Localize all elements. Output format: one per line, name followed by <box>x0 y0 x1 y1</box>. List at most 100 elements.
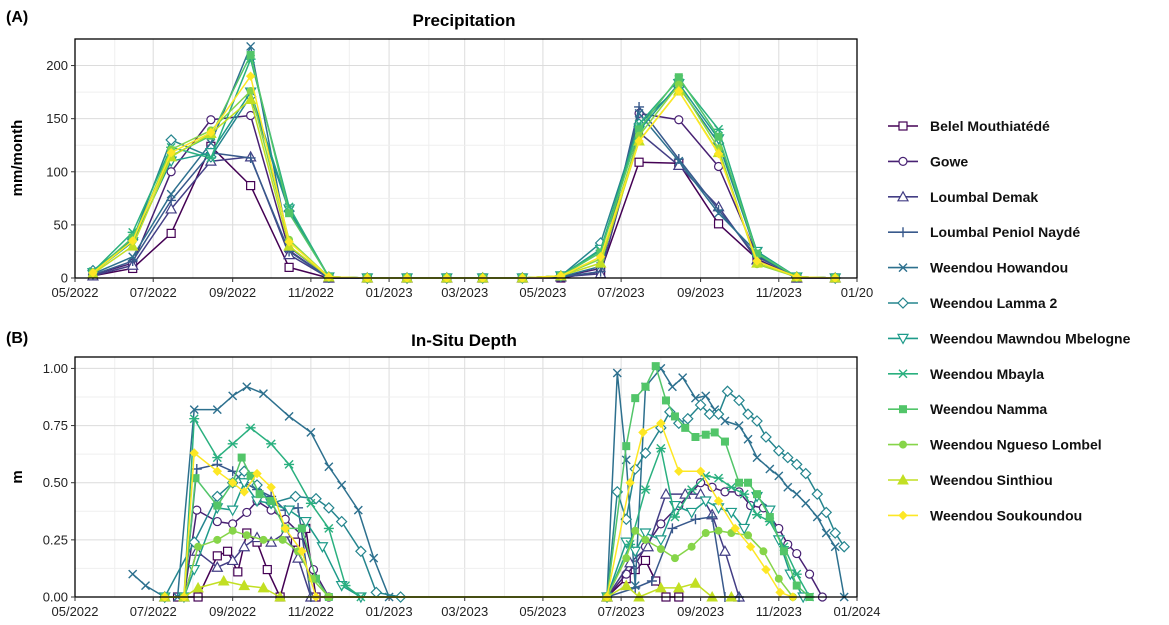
data-point <box>594 257 607 268</box>
a-ytick-label: 200 <box>46 58 68 73</box>
data-point <box>284 411 294 421</box>
data-point <box>685 507 698 519</box>
b-xtick-label: 05/2023 <box>519 604 566 619</box>
data-point <box>655 443 666 453</box>
data-point <box>694 399 707 411</box>
data-point <box>212 466 223 476</box>
data-point <box>192 581 204 593</box>
data-point <box>672 417 685 430</box>
data-point <box>228 519 238 529</box>
a-ytick-label: 0 <box>61 271 68 286</box>
data-point <box>639 447 652 459</box>
data-point <box>701 529 710 537</box>
data-point <box>238 540 251 552</box>
data-point <box>340 581 351 591</box>
legend-marker <box>898 227 908 238</box>
data-point <box>166 147 176 158</box>
b-ytick-label: 0.50 <box>43 475 68 490</box>
data-point <box>765 513 774 521</box>
legend-item-weendou-soukoundou: Weendou Soukoundou <box>888 507 1082 523</box>
data-point <box>752 256 762 266</box>
legend-item-weendou-mbayla: Weendou Mbayla <box>888 366 1044 382</box>
data-point <box>804 569 815 579</box>
data-point <box>278 535 287 544</box>
b-xtick-label: 11/2023 <box>756 604 802 619</box>
data-point <box>299 516 312 528</box>
data-point <box>595 252 606 262</box>
a-xtick-label: 11/2022 <box>288 285 334 300</box>
data-point <box>194 542 203 551</box>
data-point <box>212 405 222 415</box>
b-ytick-label: 0.00 <box>43 590 68 605</box>
data-point <box>622 554 631 563</box>
b-xtick-label: 11/2022 <box>288 604 334 619</box>
a-xtick-label: 01/2023 <box>366 285 413 300</box>
data-point <box>242 531 251 540</box>
data-point <box>838 540 851 553</box>
legend-item-loumbal-demak: Loumbal Demak <box>888 189 1038 205</box>
data-point <box>701 391 711 401</box>
data-point <box>556 271 566 281</box>
data-point <box>751 415 763 427</box>
data-point <box>353 505 363 515</box>
legend-marker <box>898 156 908 166</box>
panel-a-precipitation: (A) Precipitation 0 50 100 150 200 05/2022 07/… <box>6 9 873 300</box>
data-point <box>638 427 648 438</box>
a-xtick-label: 05/2022 <box>52 285 99 300</box>
a-xtick-label: 03/2023 <box>441 285 488 300</box>
data-point <box>646 576 657 586</box>
legend-label: Loumbal Peniol Naydé <box>930 224 1080 240</box>
data-point <box>765 464 775 474</box>
data-point <box>703 408 716 420</box>
data-point <box>690 393 700 403</box>
data-point <box>745 542 756 552</box>
a-xtick-label: 05/2023 <box>519 285 566 300</box>
panel-b-frame <box>74 356 858 598</box>
data-point <box>713 219 724 229</box>
data-point <box>297 524 306 533</box>
data-point <box>792 489 802 499</box>
data-point <box>141 581 151 591</box>
data-point <box>246 50 255 59</box>
data-point <box>687 542 696 551</box>
data-point <box>284 237 294 247</box>
data-point <box>244 93 257 105</box>
data-point <box>799 467 812 480</box>
data-point <box>284 262 294 272</box>
data-point <box>226 505 239 517</box>
data-point <box>189 414 200 424</box>
data-point <box>211 561 224 572</box>
b-xtick-label: 07/2022 <box>130 604 177 619</box>
legend-marker <box>896 190 910 202</box>
data-point <box>710 428 719 437</box>
a-ytick-label: 50 <box>54 217 68 232</box>
data-point <box>725 507 738 519</box>
data-point <box>189 405 199 415</box>
data-point <box>205 153 216 163</box>
data-point <box>667 382 677 392</box>
data-point <box>305 498 316 508</box>
data-point <box>656 519 666 529</box>
panel-b-insitu-depth: (B) In-Situ Depth 0.00 0.25 0.50 0.75 1.00 05… <box>6 330 881 619</box>
data-point <box>322 502 335 514</box>
data-point <box>369 553 379 563</box>
data-point <box>631 394 640 403</box>
data-point <box>713 473 724 483</box>
data-point <box>620 579 633 591</box>
data-point <box>245 152 256 163</box>
data-point <box>640 555 651 566</box>
data-point <box>669 512 680 522</box>
data-point <box>335 515 348 528</box>
data-point <box>701 430 710 439</box>
data-point <box>238 579 251 591</box>
data-point <box>266 439 277 449</box>
data-point <box>624 556 637 568</box>
panel-b-label: (B) <box>6 330 28 347</box>
data-point <box>674 466 684 476</box>
data-point <box>222 546 233 556</box>
legend-label: Belel Mouthiatédé <box>930 118 1050 134</box>
data-point <box>237 453 246 462</box>
series-b-loumbal-demak <box>158 487 746 602</box>
a-xtick-label: 09/2023 <box>677 285 724 300</box>
data-point <box>206 138 216 148</box>
